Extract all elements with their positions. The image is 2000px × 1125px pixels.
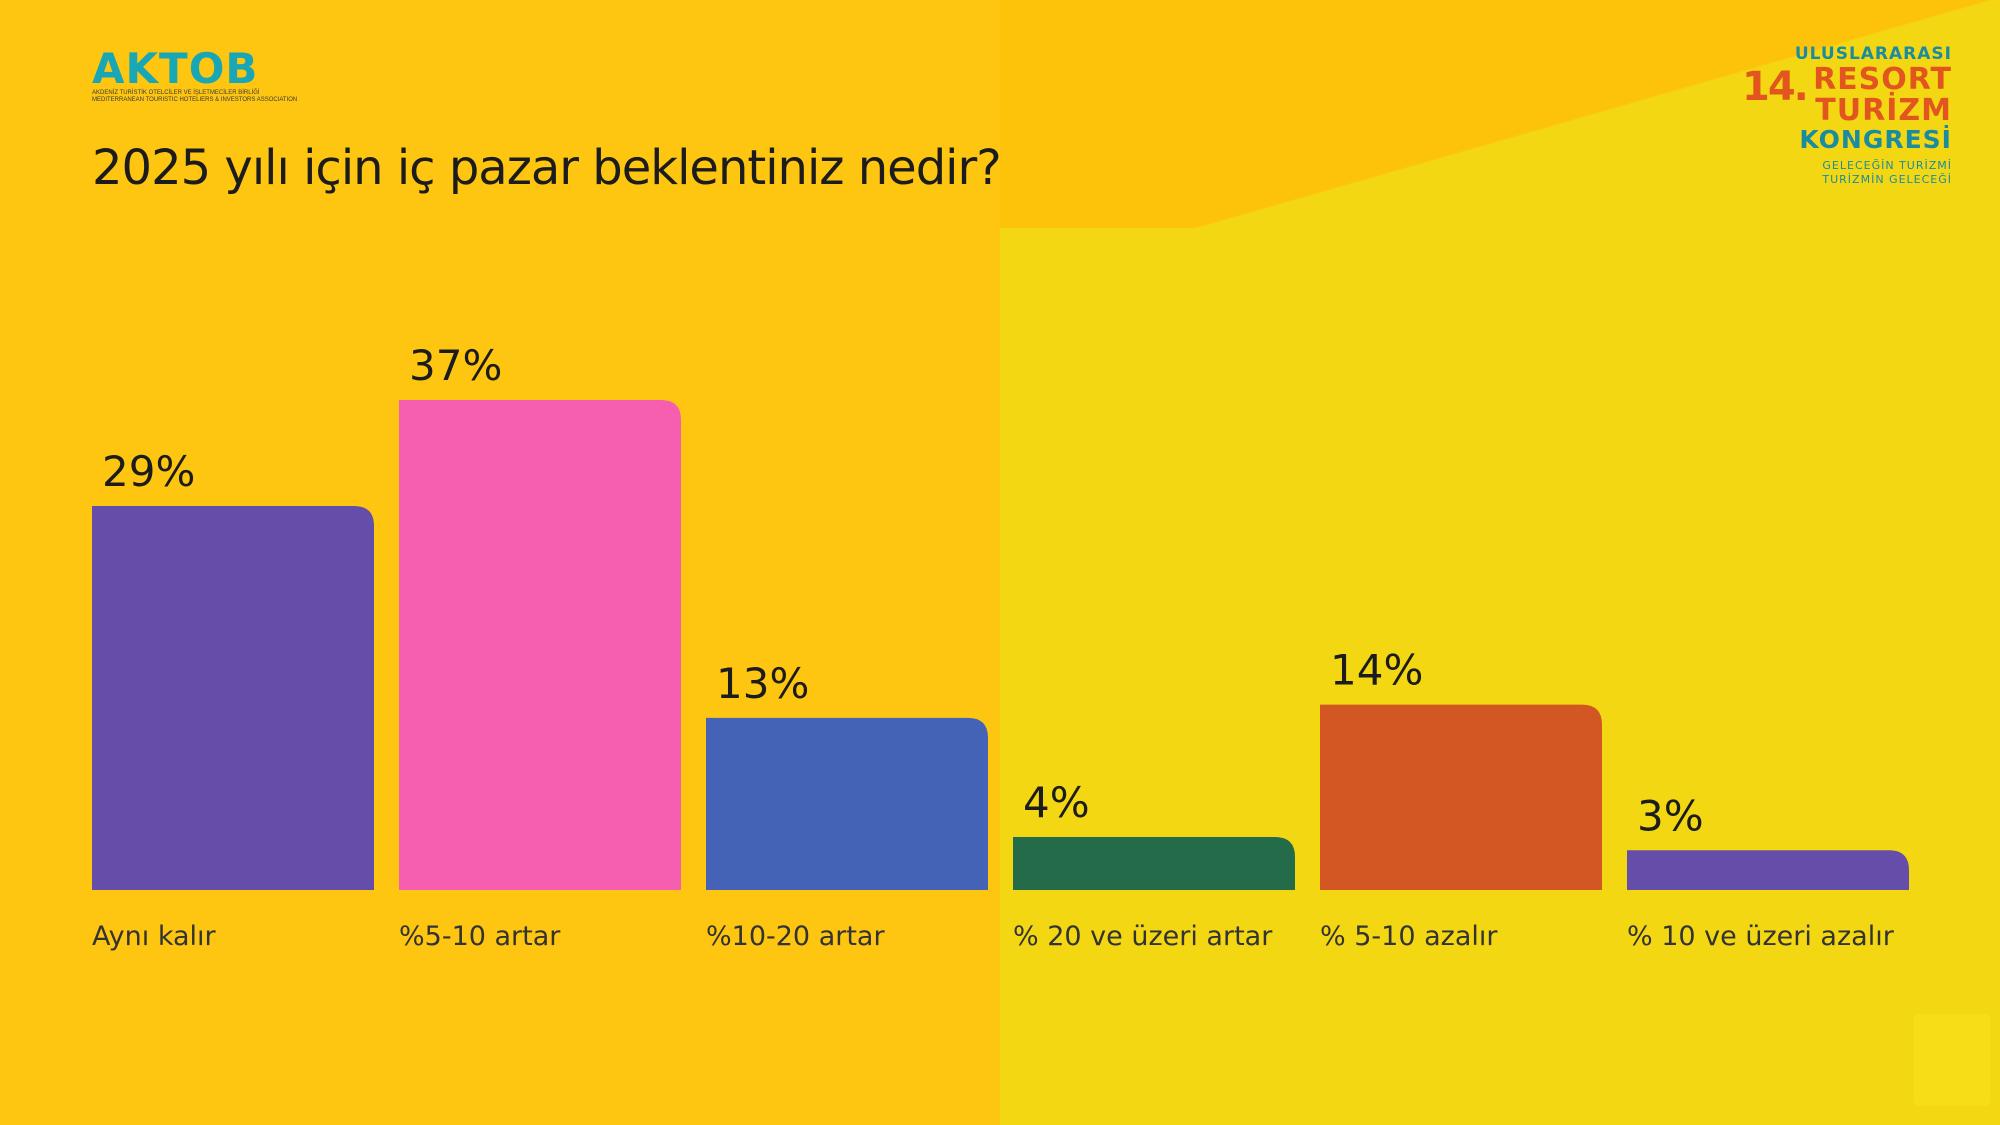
category-label-4: % 20 ve üzeri artar [1013, 921, 1273, 952]
value-label-3: 13% [716, 659, 809, 708]
congress-logo-number: 14. [1742, 64, 1809, 110]
congress-logo-tag2: TURİZMİN GELECEĞİ [1822, 173, 1952, 187]
value-label-4: 4% [1023, 778, 1090, 827]
congress-logo: 14. ULUSLARARASI RESORT TURİZM KONGRESİ … [1742, 44, 1952, 188]
value-label-5: 14% [1330, 646, 1423, 695]
corner-decoration [1914, 1014, 1990, 1106]
bar-2 [399, 400, 681, 890]
bar-5 [1320, 704, 1602, 890]
value-label-6: 3% [1637, 791, 1704, 840]
congress-logo-line1: ULUSLARARASI [1794, 44, 1952, 64]
category-label-1: Aynı kalır [92, 921, 217, 952]
congress-logo-line2: RESORT [1813, 61, 1952, 97]
category-label-2: %5-10 artar [399, 921, 561, 952]
aktob-logo: AKTOB AKDENİZ TURİSTİK OTELCİLER VE İŞLE… [92, 44, 298, 104]
bar-6 [1627, 850, 1909, 890]
congress-logo-line3: TURİZM [1815, 93, 1952, 129]
congress-logo-line4: KONGRESİ [1799, 124, 1952, 154]
bar-4 [1013, 837, 1295, 890]
value-label-2: 37% [409, 341, 502, 390]
background-right-lower [1000, 228, 2000, 1125]
value-label-1: 29% [102, 447, 195, 496]
bar-3 [706, 717, 988, 890]
category-label-6: % 10 ve üzeri azalır [1627, 921, 1895, 952]
chart-title: 2025 yılı için iç pazar beklentiniz nedi… [92, 140, 1002, 196]
bar-1 [92, 505, 374, 890]
category-label-3: %10-20 artar [706, 921, 885, 952]
aktob-logo-line1: AKDENİZ TURİSTİK OTELCİLER VE İŞLETMECİL… [92, 90, 260, 96]
category-label-5: % 5-10 azalır [1320, 921, 1498, 952]
congress-logo-tag1: GELECEĞİN TURİZMİ [1822, 159, 1952, 173]
aktob-logo-word: AKTOB [92, 44, 259, 93]
background-right-panel [1000, 0, 2000, 228]
aktob-logo-line2: MEDITERRANEAN TOURISTIC HOTELIERS & INVE… [92, 97, 298, 104]
